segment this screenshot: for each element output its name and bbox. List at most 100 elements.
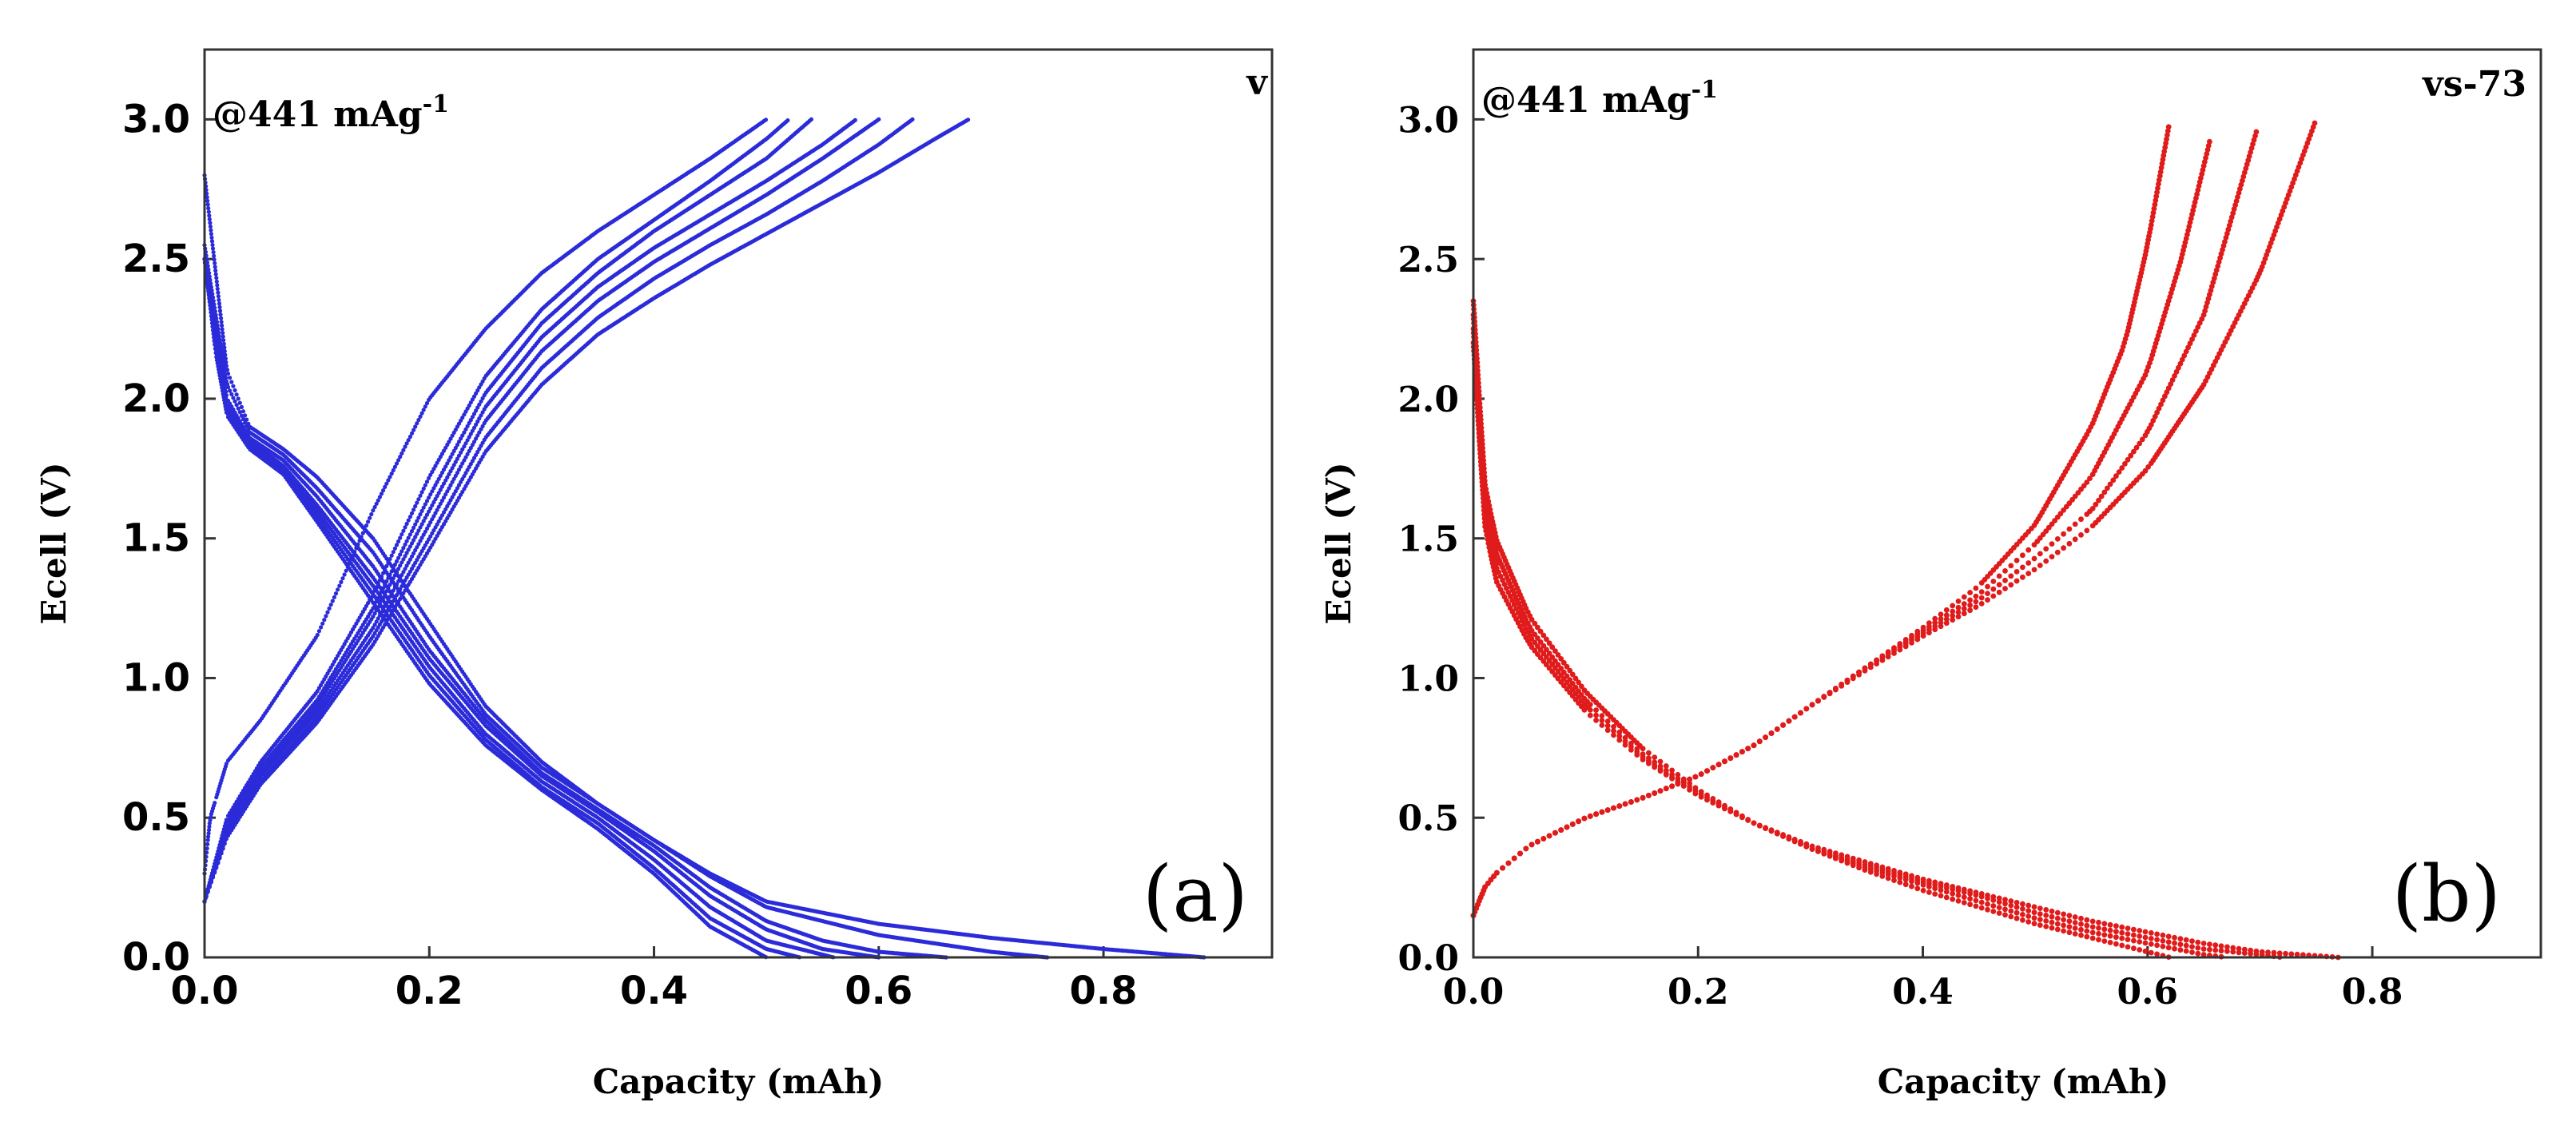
data-point (423, 483, 427, 487)
data-point (406, 518, 411, 523)
data-point (423, 404, 427, 409)
data-point (439, 498, 445, 503)
panel-a-ytick-label: 2.0 (122, 376, 190, 421)
data-point (228, 388, 233, 393)
data-point (209, 228, 213, 233)
data-point (424, 400, 430, 406)
data-point (384, 481, 389, 486)
data-point (401, 448, 406, 452)
data-point (479, 413, 483, 418)
data-point (392, 546, 397, 551)
data-point (418, 512, 423, 517)
data-point (213, 269, 218, 273)
data-point (451, 448, 456, 454)
data-point (389, 553, 394, 558)
data-point (319, 625, 324, 630)
data-point (372, 611, 377, 616)
data-point (462, 430, 467, 435)
data-point (418, 414, 423, 419)
data-point (221, 334, 225, 339)
data-point (455, 471, 460, 475)
data-point (209, 239, 215, 244)
data-point (374, 619, 379, 624)
data-point (336, 587, 340, 592)
data-point (471, 412, 477, 416)
data-point (220, 323, 225, 328)
data-point (409, 529, 415, 534)
data-point (216, 294, 221, 299)
data-point (463, 455, 468, 460)
data-point (237, 410, 242, 415)
data-point (463, 427, 468, 432)
data-point (409, 541, 415, 546)
data-point (209, 232, 213, 237)
data-point (439, 452, 445, 456)
data-point (431, 486, 436, 491)
data-point (409, 431, 415, 436)
data-point (448, 455, 453, 460)
data-point (366, 519, 371, 524)
data-point (471, 425, 477, 430)
data-point (462, 458, 467, 463)
data-point (463, 409, 468, 414)
data-point (474, 422, 479, 428)
data-point (427, 523, 431, 528)
data-point (392, 464, 397, 469)
data-point (436, 491, 441, 495)
data-point (431, 514, 436, 519)
data-point (474, 408, 479, 413)
data-point (400, 549, 404, 554)
data-point (377, 495, 382, 499)
data-point (421, 505, 426, 510)
data-point (419, 522, 424, 527)
data-point (209, 814, 213, 820)
data-point (474, 436, 479, 441)
data-point (451, 476, 456, 481)
data-point (418, 539, 423, 543)
data-point (411, 538, 416, 543)
data-point (407, 544, 412, 549)
data-point (450, 479, 455, 484)
data-point (475, 419, 480, 424)
panel-a-xtick-label: 0.2 (396, 969, 463, 1013)
data-point (966, 117, 971, 122)
data-point (421, 532, 426, 537)
data-point (398, 563, 403, 568)
data-point (327, 606, 332, 611)
data-point (205, 198, 210, 203)
data-point (210, 242, 215, 248)
data-point (439, 470, 445, 475)
data-point (207, 217, 212, 221)
data-point (371, 508, 376, 513)
data-point (398, 455, 403, 460)
data-point (465, 424, 470, 428)
data-point (413, 503, 418, 509)
data-point (315, 632, 320, 638)
data-point (404, 521, 409, 527)
data-point (372, 623, 377, 627)
data-point (419, 535, 424, 540)
data-point (330, 599, 335, 603)
data-point (217, 301, 222, 306)
data-point (438, 487, 443, 492)
data-point (406, 547, 411, 552)
data-point (438, 473, 443, 479)
data-point (236, 396, 241, 401)
data-point (475, 433, 480, 438)
data-point (364, 523, 369, 528)
data-point (428, 506, 433, 511)
data-point (436, 504, 441, 509)
data-point (325, 610, 330, 615)
data-point (475, 405, 480, 410)
data-point (439, 484, 445, 489)
data-point (213, 261, 217, 265)
data-point (224, 762, 229, 766)
data-point (403, 554, 407, 559)
data-point (228, 376, 233, 380)
data-point (460, 461, 465, 466)
data-point (229, 392, 234, 396)
data-point (320, 621, 325, 626)
data-point (374, 501, 379, 506)
data-point (219, 320, 224, 324)
data-point (221, 331, 225, 336)
